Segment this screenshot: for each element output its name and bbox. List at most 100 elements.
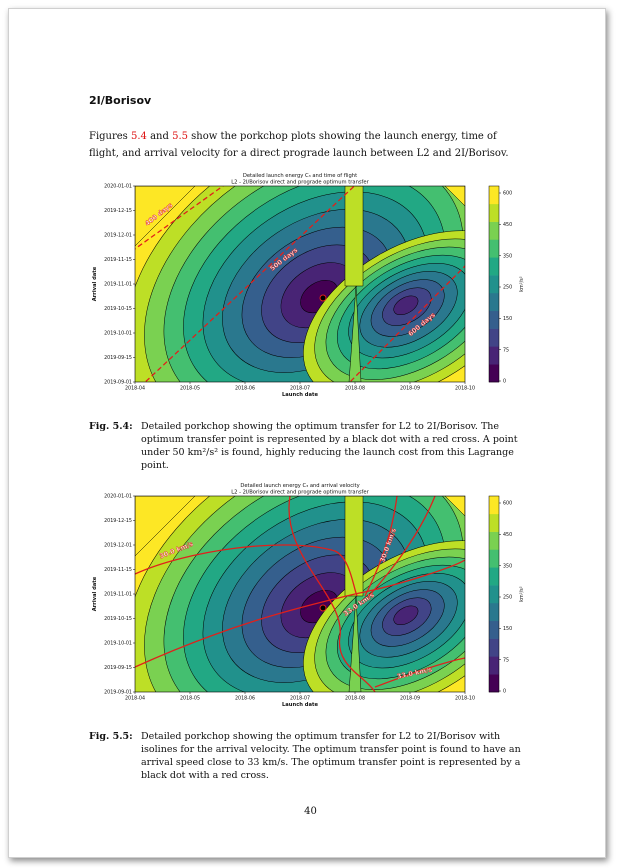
colorbar-label: km²/s²	[519, 586, 525, 601]
colorbar-tick-label: 75	[503, 347, 509, 353]
colorbar-band	[489, 549, 499, 568]
tof-isoline	[349, 265, 465, 382]
x-tick-label: 2018-10	[455, 696, 475, 702]
caption-text: Detailed porkchop showing the optimum tr…	[141, 731, 521, 781]
colorbar-band	[489, 496, 499, 515]
colorbar-tick-label: 450	[503, 222, 512, 228]
y-tick-label: 2019-12-01	[104, 543, 132, 549]
singular-band	[348, 285, 362, 382]
colorbar-band	[489, 567, 499, 586]
colorbar-tick-label: 600	[503, 501, 512, 507]
colorbar-tick-label: 600	[503, 191, 512, 197]
x-tick-label: 2018-07	[290, 696, 310, 702]
colorbar-band	[489, 531, 499, 550]
page-number: 40	[304, 806, 317, 817]
colorbar-tick-label: 450	[503, 532, 512, 538]
contour-level	[135, 496, 196, 557]
colorbar-band	[489, 186, 499, 205]
y-tick-label: 2020-01-01	[104, 184, 132, 190]
caption-label: Fig. 5.5:	[89, 731, 133, 742]
x-tick-label: 2018-08	[345, 386, 365, 392]
x-tick-label: 2018-04	[125, 386, 145, 392]
contour-field	[135, 496, 465, 692]
singular-band	[344, 496, 364, 597]
colorbar-band	[489, 346, 499, 365]
y-tick-label: 2019-09-15	[104, 355, 132, 361]
chart-title: Detailed launch energy C₃ and time of fl…	[243, 173, 357, 179]
isolines	[135, 496, 465, 692]
colorbar-tick-label: 350	[503, 563, 512, 569]
vinf-isoline	[135, 559, 465, 668]
colorbar-tick-label: 0	[503, 379, 506, 385]
colorbar-band	[489, 221, 499, 240]
y-tick-label: 2019-11-15	[104, 567, 132, 573]
section-heading: 2I/Borisov	[89, 94, 152, 107]
x-axis-label: Launch date	[282, 392, 318, 398]
contour-level	[444, 496, 465, 517]
colorbar-frame	[488, 495, 500, 693]
tof-isoline	[135, 186, 225, 250]
colorbar-band	[489, 203, 499, 222]
figure-ref-5-5[interactable]: 5.5	[172, 131, 188, 142]
caption-label: Fig. 5.4:	[89, 421, 133, 432]
y-tick-label: 2019-11-15	[104, 257, 132, 263]
page	[8, 8, 606, 858]
vinf-isoline	[288, 496, 376, 692]
x-tick-label: 2018-05	[180, 386, 200, 392]
colorbar-band	[489, 275, 499, 294]
singular-band	[348, 595, 362, 692]
contour-level	[135, 186, 196, 247]
contour-level	[393, 295, 419, 316]
contour-level	[393, 605, 419, 626]
chart-subtitle: L2 - 2I/Borisov direct and prograde opti…	[231, 490, 369, 496]
colorbar-label: km²/s²	[519, 276, 525, 291]
caption-text: Detailed porkchop showing the optimum tr…	[141, 421, 518, 471]
colorbar-tick-label: 150	[503, 316, 512, 322]
y-tick-label: 2020-01-01	[104, 494, 132, 500]
colorbar-band	[489, 292, 499, 312]
x-tick-label: 2018-06	[235, 386, 255, 392]
x-tick-label: 2018-06	[235, 696, 255, 702]
porkchop-plot-vinf: Detailed launch energy C₃ and arrival ve…	[92, 483, 525, 708]
y-tick-label: 2019-10-15	[104, 306, 132, 312]
figure-ref-5-4[interactable]: 5.4	[131, 131, 147, 142]
figure-caption: Fig. 5.5: Detailed porkchop showing the …	[89, 730, 529, 782]
vinf-isoline	[135, 544, 358, 597]
intro-paragraph: Figures 5.4 and 5.5 show the porkchop pl…	[89, 128, 529, 162]
vinf-isoline	[364, 496, 398, 597]
colorbar-tick-label: 0	[503, 689, 506, 695]
colorbar-band	[489, 513, 499, 532]
intro-text: show the porkchop plots showing the laun…	[89, 131, 509, 159]
y-tick-label: 2019-12-01	[104, 233, 132, 239]
colorbar-tick-label: 350	[503, 253, 512, 259]
colorbar-band	[489, 364, 499, 383]
y-tick-label: 2019-12-15	[104, 518, 132, 524]
x-tick-label: 2018-09	[400, 386, 420, 392]
colorbar-band	[489, 239, 499, 258]
tof-isoline	[144, 186, 356, 382]
figure-caption: Fig. 5.4: Detailed porkchop showing the …	[89, 420, 529, 472]
intro-text: Figures	[89, 131, 131, 142]
x-tick-label: 2018-07	[290, 386, 310, 392]
optimum-marker	[319, 604, 327, 612]
optimum-marker	[319, 294, 327, 302]
porkchop-plot-tof: Detailed launch energy C₃ and time of fl…	[92, 173, 525, 398]
y-tick-label: 2019-09-15	[104, 665, 132, 671]
colorbar-band	[489, 656, 499, 675]
x-axis-label: Launch date	[282, 702, 318, 708]
x-tick-label: 2018-08	[345, 696, 365, 702]
x-tick-label: 2018-10	[455, 386, 475, 392]
colorbar-band	[489, 328, 499, 347]
y-tick-label: 2019-10-01	[104, 641, 132, 647]
colorbar-band	[489, 310, 499, 329]
y-tick-label: 2019-10-15	[104, 616, 132, 622]
chart-title: Detailed launch energy C₃ and arrival ve…	[240, 483, 359, 489]
y-tick-label: 2019-12-15	[104, 208, 132, 214]
x-tick-label: 2018-05	[180, 696, 200, 702]
y-tick-label: 2019-11-01	[104, 592, 132, 598]
y-axis-label: Arrival date	[92, 266, 98, 301]
y-tick-label: 2019-09-01	[104, 380, 132, 386]
colorbar-tick-label: 75	[503, 657, 509, 663]
colorbar-tick-label: 250	[503, 285, 512, 291]
colorbar-band	[489, 602, 499, 622]
